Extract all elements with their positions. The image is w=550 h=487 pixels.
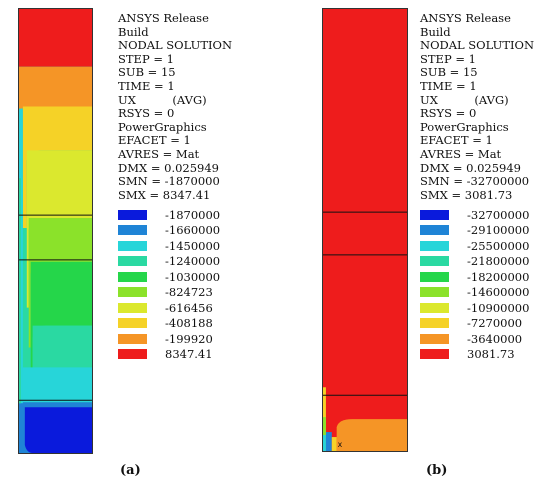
legend-label: -1030000 (165, 269, 221, 284)
legend-label: -29100000 (467, 223, 530, 238)
legend-swatch (118, 271, 147, 282)
info-line: SMN = -32700000 (420, 174, 530, 189)
info-line: SMX = 8347.41 (118, 187, 211, 202)
legend-swatch (420, 287, 449, 298)
legend-swatch (118, 225, 147, 236)
legend-label: -199920 (165, 331, 213, 346)
legend-label: -1240000 (165, 254, 221, 269)
contour-plot-b: x (322, 8, 408, 452)
info-line: PowerGraphics (118, 119, 207, 134)
info-line: ANSYS Release (118, 11, 209, 25)
legend-row: -7270000 (420, 316, 529, 332)
legend-label: -3640000 (467, 331, 523, 346)
info-line: RSYS = 0 (118, 106, 175, 121)
legend-row: -10900000 (420, 300, 529, 316)
info-block-a: ANSYS Release Build NODAL SOLUTION STEP … (118, 11, 233, 202)
legend-swatch (420, 302, 449, 313)
legend-row: 3081.73 (420, 347, 529, 363)
info-line: DMX = 0.025949 (118, 160, 220, 175)
legend-row: -1240000 (118, 254, 220, 270)
legend-swatch (420, 271, 449, 282)
info-line: NODAL SOLUTION (118, 38, 233, 53)
legend-swatch (118, 256, 147, 267)
legend-row: -1870000 (118, 207, 220, 223)
legend-label: -1870000 (165, 207, 221, 222)
caption-a: (a) (120, 463, 141, 478)
legend-swatch (420, 240, 449, 251)
legend-row: -1660000 (118, 223, 220, 239)
legend-row: -25500000 (420, 238, 529, 254)
legend-row: 8347.41 (118, 347, 220, 363)
info-line: Build (118, 24, 149, 39)
info-line: PowerGraphics (420, 119, 509, 134)
legend-swatch (118, 349, 147, 360)
legend-label: -14600000 (467, 285, 530, 300)
panel-b: x ANSYS Release Build NODAL SOLUTION STE… (280, 0, 540, 487)
caption-b: (b) (426, 463, 448, 478)
info-line: TIME = 1 (118, 78, 175, 93)
legend-row: -3640000 (420, 331, 529, 347)
info-line: STEP = 1 (420, 51, 476, 66)
info-line: EFACET = 1 (420, 133, 493, 148)
legend-label: -408188 (165, 316, 213, 331)
legend-row: -29100000 (420, 223, 529, 239)
legend-row: -824723 (118, 285, 220, 301)
legend-label: -21800000 (467, 254, 530, 269)
legend-swatch (420, 333, 449, 344)
legend-label: -824723 (165, 285, 213, 300)
contour-plot-a (18, 8, 93, 454)
legend-label: -1450000 (165, 238, 221, 253)
info-line: STEP = 1 (118, 51, 174, 66)
legend-label: -10900000 (467, 300, 530, 315)
legend-row: -408188 (118, 316, 220, 332)
legend-swatch (118, 287, 147, 298)
legend-row: -32700000 (420, 207, 529, 223)
legend-label: 3081.73 (467, 347, 515, 362)
panel-a: ANSYS Release Build NODAL SOLUTION STEP … (0, 0, 260, 487)
legend-swatch (118, 333, 147, 344)
legend-label: -1660000 (165, 223, 221, 238)
legend-swatch (420, 225, 449, 236)
legend-a: -1870000 -1660000 -1450000 -1240000 -103… (118, 207, 220, 362)
legend-label: 8347.41 (165, 347, 213, 362)
info-line: DMX = 0.025949 (420, 160, 522, 175)
info-line: ANSYS Release (420, 11, 511, 25)
legend-swatch (420, 349, 449, 360)
legend-b: -32700000 -29100000 -25500000 -21800000 … (420, 207, 529, 362)
info-line: AVRES = Mat (420, 146, 502, 161)
legend-swatch (420, 318, 449, 329)
legend-swatch (118, 209, 147, 220)
info-line: RSYS = 0 (420, 106, 477, 121)
legend-swatch (420, 209, 449, 220)
legend-label: -32700000 (467, 207, 530, 222)
legend-row: -21800000 (420, 254, 529, 270)
legend-row: -18200000 (420, 269, 529, 285)
info-line: UX (AVG) (118, 92, 207, 107)
legend-label: -7270000 (467, 316, 523, 331)
legend-row: -1030000 (118, 269, 220, 285)
legend-row: -199920 (118, 331, 220, 347)
info-line: SMN = -1870000 (118, 174, 220, 189)
legend-swatch (118, 302, 147, 313)
legend-swatch (420, 256, 449, 267)
legend-row: -1450000 (118, 238, 220, 254)
legend-label: -616456 (165, 300, 213, 315)
info-line: UX (AVG) (420, 92, 509, 107)
legend-row: -14600000 (420, 285, 529, 301)
info-line: SUB = 15 (118, 65, 176, 80)
legend-label: -18200000 (467, 269, 530, 284)
info-block-b: ANSYS Release Build NODAL SOLUTION STEP … (420, 11, 535, 202)
info-line: SMX = 3081.73 (420, 187, 513, 202)
info-line: AVRES = Mat (118, 146, 200, 161)
svg-text:x: x (338, 440, 343, 449)
info-line: Build (420, 24, 451, 39)
legend-label: -25500000 (467, 238, 530, 253)
info-line: EFACET = 1 (118, 133, 191, 148)
legend-swatch (118, 240, 147, 251)
legend-row: -616456 (118, 300, 220, 316)
legend-swatch (118, 318, 147, 329)
info-line: TIME = 1 (420, 78, 477, 93)
info-line: NODAL SOLUTION (420, 38, 535, 53)
info-line: SUB = 15 (420, 65, 478, 80)
